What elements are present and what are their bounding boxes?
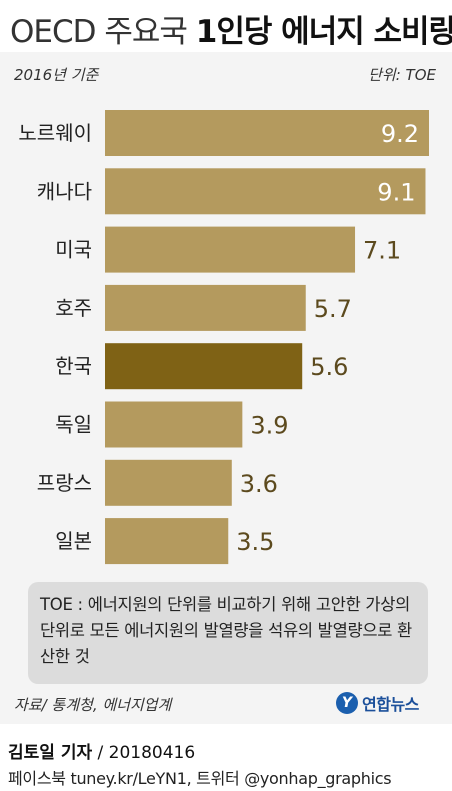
- category-label: 노르웨이: [18, 121, 92, 145]
- social-links: 페이스북 tuney.kr/LeYN1, 트위터 @yonhap_graphic…: [8, 769, 392, 788]
- chart-title: OECD 주요국 1인당 에너지 소비량: [10, 6, 452, 51]
- category-label: 호주: [55, 296, 92, 320]
- category-label: 프랑스: [37, 471, 92, 495]
- bar: [105, 226, 356, 273]
- note-text: TOE : 에너지원의 단위를 비교하기 위해 고안한 가상의 단위로 모든 에…: [40, 595, 412, 666]
- bar: [105, 518, 229, 565]
- note-box: TOE : 에너지원의 단위를 비교하기 위해 고안한 가상의 단위로 모든 에…: [28, 582, 428, 684]
- bar-highlight: [105, 343, 303, 390]
- category-label: 한국: [55, 354, 92, 378]
- bar-chart: 노르웨이 9.2 캐나다 9.1 미국 7.1 호주 5.7 한국 5.6 독일 3.9 프랑스 3.6 일…: [18, 110, 429, 565]
- category-label: 일본: [55, 529, 92, 553]
- reporter-name: 김토일 기자: [8, 743, 93, 763]
- category-label: 미국: [55, 238, 92, 262]
- value-label: 9.2: [381, 120, 419, 148]
- title-main: 1인당 에너지 소비량: [195, 14, 452, 50]
- bar: [105, 168, 426, 215]
- value-label: 5.6: [310, 353, 348, 381]
- byline: 김토일 기자 / 20180416: [8, 738, 195, 763]
- bar: [105, 401, 243, 448]
- bar: [105, 459, 232, 506]
- value-label: 5.7: [314, 295, 352, 323]
- category-label: 캐나다: [37, 179, 92, 203]
- value-label: 3.6: [240, 470, 278, 498]
- bar: [105, 110, 429, 156]
- yonhap-logo: Y 연합뉴스: [336, 690, 419, 716]
- yonhap-logo-text: 연합뉴스: [362, 695, 419, 714]
- chart-subtitle: 2016년 기준: [14, 66, 99, 84]
- unit-label: 단위: TOE: [368, 66, 436, 84]
- value-label: 7.1: [363, 237, 401, 265]
- bar: [105, 284, 306, 331]
- value-label: 3.5: [236, 528, 274, 556]
- value-label: 3.9: [250, 412, 288, 440]
- source-label: 자료/ 통계청, 에너지업계: [14, 696, 172, 714]
- byline-date: / 20180416: [92, 743, 196, 763]
- value-label: 9.1: [377, 178, 415, 206]
- yonhap-logo-icon: Y: [336, 692, 358, 714]
- category-label: 독일: [55, 413, 92, 437]
- title-prefix: OECD 주요국: [10, 14, 188, 50]
